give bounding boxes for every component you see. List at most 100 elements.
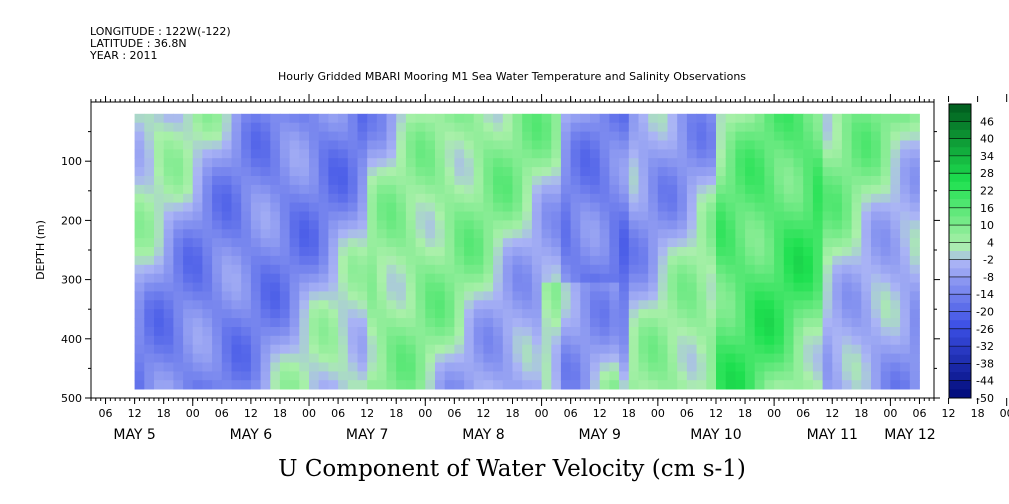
heatmap-cell (483, 220, 494, 230)
heatmap-cell (493, 167, 504, 177)
heatmap-cell (822, 353, 833, 363)
heatmap-cell (716, 300, 727, 310)
heatmap-cell (909, 380, 920, 390)
heatmap-cell (648, 220, 659, 230)
heatmap-cell (871, 300, 882, 310)
heatmap-cell (241, 353, 252, 363)
heatmap-cell (599, 353, 610, 363)
x-tick-label: 18 (971, 407, 985, 420)
heatmap-cell (512, 371, 523, 381)
heatmap-cell (871, 176, 882, 186)
heatmap-cell (628, 211, 639, 221)
heatmap-cell (871, 380, 882, 390)
heatmap-cell (202, 193, 213, 204)
heatmap-cell (570, 362, 581, 372)
heatmap-cell (279, 158, 290, 168)
heatmap-cell (619, 371, 630, 381)
heatmap-cell (871, 193, 882, 204)
heatmap-cell (861, 131, 872, 141)
heatmap-cell (173, 131, 184, 141)
heatmap-cell (357, 362, 368, 372)
heatmap-cell (890, 291, 901, 301)
heatmap-cell (735, 327, 746, 337)
x-day-label: MAY 7 (346, 427, 388, 443)
heatmap-cell (580, 158, 591, 168)
heatmap-cell (522, 362, 533, 372)
heatmap-cell (231, 335, 242, 346)
heatmap-cell (192, 273, 203, 283)
heatmap-cell (502, 158, 513, 168)
heatmap-cell (415, 344, 426, 354)
heatmap-cell (609, 255, 620, 266)
heatmap-cell (754, 149, 765, 159)
heatmap-cell (900, 264, 911, 275)
colorbar-swatch (949, 285, 971, 295)
heatmap-cell (783, 300, 794, 310)
heatmap-cell (628, 167, 639, 177)
heatmap-cell (144, 158, 155, 168)
heatmap-cell (241, 211, 252, 221)
heatmap-cell (192, 380, 203, 390)
heatmap-cell (270, 193, 281, 204)
heatmap-cell (706, 211, 717, 221)
heatmap-cell (405, 167, 416, 177)
x-tick-label: 00 (651, 407, 665, 420)
heatmap-cell (570, 264, 581, 275)
heatmap-cell (657, 122, 668, 132)
heatmap-cell (531, 264, 542, 275)
heatmap-cell (580, 291, 591, 301)
heatmap-cell (803, 371, 814, 381)
heatmap-cell (464, 273, 475, 283)
heatmap-cell (783, 318, 794, 328)
heatmap-cell (270, 211, 281, 221)
heatmap-cell (541, 327, 552, 337)
heatmap-cell (803, 140, 814, 150)
heatmap-cell (493, 273, 504, 283)
heatmap-cell (619, 273, 630, 283)
heatmap-cell (841, 113, 852, 124)
heatmap-cell (435, 122, 446, 132)
heatmap-cell (551, 184, 562, 195)
heatmap-cell (871, 291, 882, 301)
heatmap-cell (396, 282, 407, 292)
heatmap-cell (231, 371, 242, 381)
heatmap-cell (541, 300, 552, 310)
heatmap-cell (309, 176, 320, 186)
heatmap-cell (696, 176, 707, 186)
heatmap-cell (154, 335, 165, 346)
heatmap-cell (405, 353, 416, 363)
heatmap-cell (580, 131, 591, 141)
heatmap-cell (880, 131, 891, 141)
colorbar-label: 34 (980, 150, 994, 163)
heatmap-cell (686, 300, 697, 310)
heatmap-cell (241, 131, 252, 141)
heatmap-cell (812, 344, 823, 354)
heatmap-cell (367, 318, 378, 328)
heatmap-cell (405, 300, 416, 310)
heatmap-cell (396, 300, 407, 310)
heatmap-cell (638, 131, 649, 141)
heatmap-cell (619, 149, 630, 159)
heatmap-cell (464, 220, 475, 230)
heatmap-cell (706, 344, 717, 354)
heatmap-cell (696, 344, 707, 354)
heatmap-cell (396, 247, 407, 257)
heatmap-cell (841, 300, 852, 310)
heatmap-cell (250, 300, 261, 310)
colorbar-swatch (949, 328, 971, 338)
heatmap-cell (628, 353, 639, 363)
heatmap-cell (754, 202, 765, 212)
x-tick-label: 12 (593, 407, 607, 420)
heatmap-cell (454, 176, 465, 186)
heatmap-cell (871, 309, 882, 319)
heatmap-cell (909, 220, 920, 230)
heatmap-cell (396, 371, 407, 381)
heatmap-cell (154, 264, 165, 275)
heatmap-cell (328, 176, 339, 186)
heatmap-cell (318, 300, 329, 310)
heatmap-cell (725, 335, 736, 346)
heatmap-cell (464, 327, 475, 337)
heatmap-cell (590, 247, 601, 257)
heatmap-cell (716, 380, 727, 390)
heatmap-cell (202, 282, 213, 292)
